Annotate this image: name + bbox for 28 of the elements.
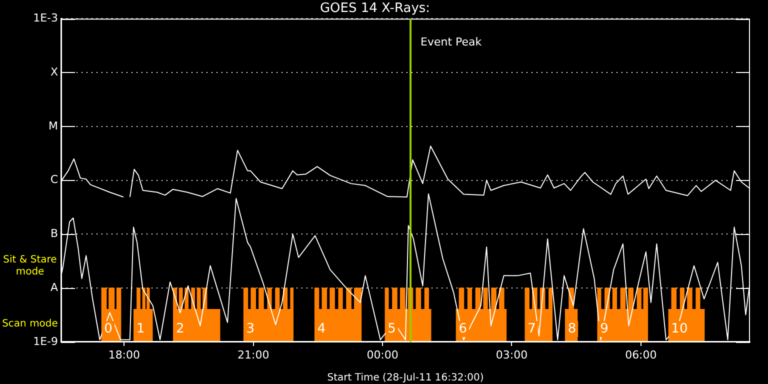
annotation: 9 xyxy=(600,321,608,336)
y-tick-label: B xyxy=(50,227,58,240)
text: Scan mode xyxy=(2,318,58,330)
y-tick-label: A xyxy=(50,280,58,294)
annotation: 8 xyxy=(568,321,576,336)
x-tick-label: 06:00 xyxy=(625,348,657,362)
x-tick-label: 03:00 xyxy=(496,348,528,362)
annotation: 3 xyxy=(246,321,255,336)
annotation: 10 xyxy=(671,321,688,336)
y-tick-label: C xyxy=(50,173,58,186)
ref-line-label: Event Peak xyxy=(420,35,482,48)
annotation: 6 xyxy=(458,321,468,336)
annotation: 5 xyxy=(388,321,396,336)
annotation: 2 xyxy=(176,321,184,336)
x-tick-label: 18:00 xyxy=(108,348,140,362)
chart-title: GOES 14 X-Rays: xyxy=(320,1,430,16)
y-tick-label: 1E-3 xyxy=(33,11,58,24)
annotation: 7 xyxy=(528,321,536,336)
annotation: 4 xyxy=(317,321,326,336)
x-tick-label: 21:00 xyxy=(237,348,270,362)
text: Sit & Stare mode xyxy=(3,254,57,278)
y-tick-label: 1E-9 xyxy=(33,334,58,348)
x-axis-title: Start Time (28-Jul-11 16:32:00) xyxy=(327,372,484,384)
annotation: 0 xyxy=(104,321,112,336)
y-tick-label: X xyxy=(50,65,58,78)
x-tick-label: 00:00 xyxy=(366,348,398,362)
y-tick-label: M xyxy=(48,119,58,132)
annotation: 1 xyxy=(136,321,145,336)
